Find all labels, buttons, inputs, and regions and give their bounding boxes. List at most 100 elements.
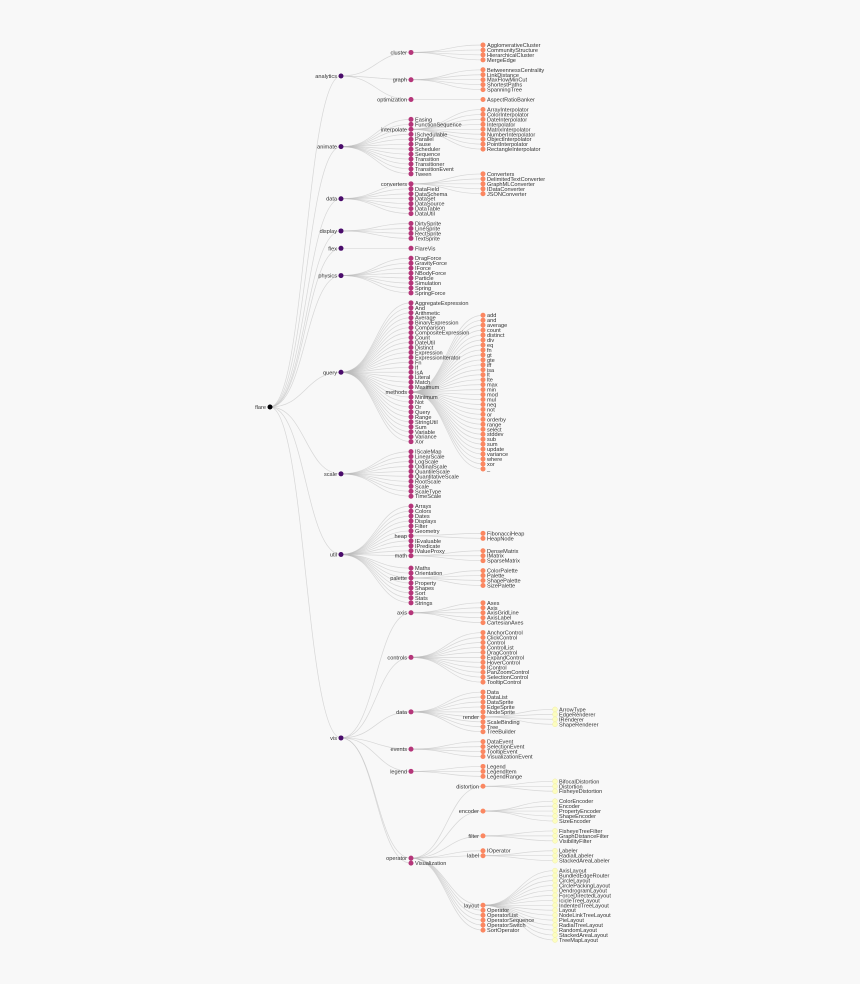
node-dot[interactable] (480, 106, 486, 112)
tree-node-leaf[interactable]: DataSet (408, 196, 436, 203)
node-dot[interactable] (408, 116, 414, 122)
tree-node-leaf[interactable]: If (408, 364, 419, 372)
node-dot[interactable] (480, 902, 486, 908)
tree-node-leaf[interactable]: Property (408, 580, 437, 587)
tree-node-leaf[interactable]: DataEvent (480, 739, 514, 746)
node-dot[interactable] (480, 615, 486, 621)
tree-node-branch[interactable]: controls (387, 654, 414, 662)
tree-node-leaf[interactable]: FunctionSequence (408, 121, 462, 128)
tree-node-leaf[interactable]: stddev (480, 431, 504, 439)
tree-node-leaf[interactable]: lt (480, 372, 491, 379)
node-dot[interactable] (480, 754, 486, 760)
node-dot[interactable] (552, 803, 558, 809)
tree-node-leaf[interactable]: CartesianAxes (480, 620, 524, 627)
tree-node-leaf[interactable]: Scale (408, 483, 430, 491)
tree-node-leaf[interactable]: LinearScale (408, 454, 445, 461)
node-dot[interactable] (480, 659, 486, 665)
node-dot[interactable] (338, 245, 344, 251)
node-dot[interactable] (552, 716, 558, 723)
node-dot[interactable] (480, 322, 486, 328)
node-dot[interactable] (480, 387, 486, 393)
tree-node-leaf[interactable]: ControlList (480, 644, 515, 652)
tree-node-leaf[interactable]: ArrayInterpolator (480, 106, 529, 114)
node-dot[interactable] (480, 694, 486, 700)
node-dot[interactable] (408, 300, 414, 306)
tree-node-leaf[interactable]: Variable (408, 429, 436, 436)
node-dot[interactable] (480, 739, 486, 745)
tree-node-leaf[interactable]: IRenderer (552, 716, 585, 724)
node-dot[interactable] (408, 325, 414, 331)
node-dot[interactable] (480, 431, 486, 437)
tree-node-leaf[interactable]: Match (408, 379, 431, 387)
tree-node-leaf[interactable]: iff (480, 362, 492, 369)
tree-node-leaf[interactable]: Visualization (408, 860, 447, 868)
tree-node-leaf[interactable]: VisibilityFilter (552, 838, 592, 845)
node-dot[interactable] (408, 335, 414, 341)
tree-node-branch[interactable]: flex (328, 245, 344, 253)
tree-node-leaf[interactable]: DataUtil (408, 211, 435, 218)
node-dot[interactable] (408, 746, 414, 752)
node-dot[interactable] (480, 97, 486, 103)
node-dot[interactable] (480, 191, 486, 197)
node-dot[interactable] (408, 565, 414, 571)
node-dot[interactable] (408, 600, 414, 606)
tree-node-branch[interactable]: vis (330, 735, 344, 742)
node-dot[interactable] (552, 778, 558, 785)
node-dot[interactable] (552, 937, 558, 943)
tree-node-branch[interactable]: legend (390, 768, 414, 776)
tree-node-leaf[interactable]: Shapes (408, 585, 435, 592)
tree-node-leaf[interactable]: HoverControl (480, 659, 520, 667)
tree-node-leaf[interactable]: QuantitativeScale (408, 473, 459, 481)
tree-node-leaf[interactable]: PointInterpolator (480, 141, 529, 149)
tree-node-leaf[interactable]: LogScale (408, 459, 439, 466)
tree-node-leaf[interactable]: DirtySprite (408, 221, 442, 228)
tree-node-leaf[interactable]: mod (480, 392, 498, 399)
tree-node-leaf[interactable]: RadialLabeler (552, 853, 594, 860)
tree-node-leaf[interactable]: OperatorList (480, 912, 519, 920)
node-dot[interactable] (480, 82, 486, 88)
node-dot[interactable] (408, 196, 414, 202)
node-dot[interactable] (480, 635, 486, 641)
tree-node-leaf[interactable]: IOperator (480, 848, 511, 855)
node-dot[interactable] (408, 146, 414, 152)
tree-node-leaf[interactable]: DataSprite (480, 699, 514, 706)
tree-node-leaf[interactable]: Control (480, 639, 506, 647)
node-dot[interactable] (480, 912, 486, 918)
node-dot[interactable] (408, 315, 414, 321)
tree-node-branch[interactable]: operator (386, 855, 414, 863)
tree-node-leaf[interactable]: gte (480, 357, 495, 364)
node-dot[interactable] (408, 585, 414, 591)
tree-node-leaf[interactable]: SparseMatrix (480, 558, 521, 565)
tree-node-leaf[interactable]: Converters (480, 171, 515, 178)
node-dot[interactable] (408, 414, 414, 420)
tree-node-branch[interactable]: axis (397, 610, 414, 617)
node-dot[interactable] (480, 377, 486, 383)
node-dot[interactable] (480, 87, 486, 93)
node-dot[interactable] (408, 528, 414, 534)
node-dot[interactable] (338, 73, 344, 79)
node-dot[interactable] (480, 664, 486, 670)
tree-node-branch[interactable]: render (463, 714, 486, 721)
node-dot[interactable] (552, 721, 558, 728)
tree-node-leaf[interactable]: Distinct (408, 344, 434, 352)
tree-node-leaf[interactable]: MaxFlowMinCut (480, 77, 528, 84)
node-dot[interactable] (552, 818, 558, 824)
node-dot[interactable] (480, 848, 486, 854)
tree-node-leaf[interactable]: Xor (408, 439, 424, 446)
tree-node-leaf[interactable]: Maximum (408, 384, 440, 392)
tree-node-branch[interactable]: interpolate (381, 126, 414, 134)
tree-node-leaf[interactable]: GravityForce (408, 260, 448, 268)
tree-node-branch[interactable]: distortion (456, 783, 486, 791)
tree-node-leaf[interactable]: average (480, 322, 508, 330)
node-dot[interactable] (552, 912, 558, 918)
node-dot[interactable] (552, 922, 558, 928)
tree-node-leaf[interactable]: count (480, 327, 502, 335)
tree-node-leaf[interactable]: range (480, 421, 502, 429)
node-dot[interactable] (408, 181, 414, 187)
tree-node-leaf[interactable]: LinkDistance (480, 72, 520, 79)
node-dot[interactable] (408, 151, 414, 157)
tree-node-leaf[interactable]: SelectionControl (480, 674, 529, 682)
tree-node-leaf[interactable]: add (480, 312, 497, 320)
node-dot[interactable] (480, 401, 486, 407)
node-dot[interactable] (480, 186, 486, 192)
